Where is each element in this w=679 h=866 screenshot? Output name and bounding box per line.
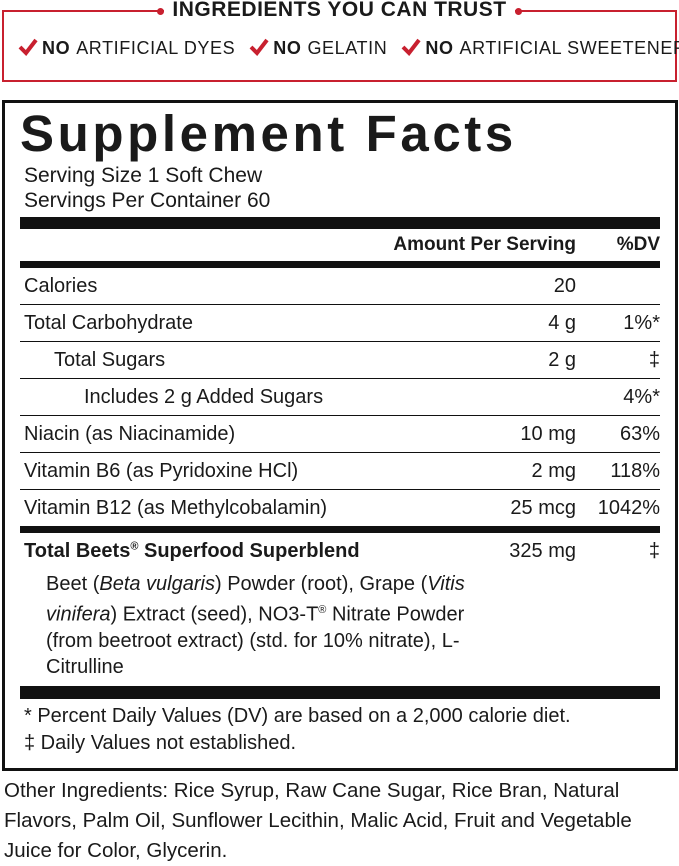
desc-italic: Vitis vinifera — [46, 573, 465, 626]
claim: NO ARTIFICIAL DYES — [18, 38, 235, 59]
claim-text: ARTIFICIAL DYES — [76, 38, 236, 58]
claim: NO ARTIFICIAL SWEETENERS — [401, 38, 679, 59]
desc-part: ) Extract (seed), NO3-T — [110, 603, 319, 626]
nutrient-row: Vitamin B6 (as Pyridoxine HCl) 2 mg 118% — [20, 453, 660, 490]
nutrient-row: Total Carbohydrate 4 g 1%* — [20, 305, 660, 342]
nutrient-name: Vitamin B6 (as Pyridoxine HCl) — [24, 459, 299, 482]
nutrient-row: Vitamin B12 (as Methylcobalamin) 25 mcg 10… — [20, 490, 660, 526]
rule-thick — [20, 217, 660, 229]
amount-header: Amount Per Serving — [393, 234, 576, 255]
registered-mark: ® — [318, 604, 327, 616]
dv: 118% — [610, 459, 660, 482]
trust-banner: INGREDIENTS YOU CAN TRUST NO ARTIFICIAL D… — [2, 0, 679, 82]
header-row: Amount Per Serving %DV — [20, 229, 660, 261]
nutrient-row: Includes 2 g Added Sugars 4%* — [20, 379, 660, 416]
servings-per-container: Servings Per Container 60 — [24, 189, 271, 212]
blend-description: Beet (Beta vulgaris) Powder (root), Grap… — [20, 569, 476, 686]
dv: 63% — [619, 422, 660, 445]
check-icon — [401, 38, 421, 57]
dot — [514, 8, 522, 16]
dot — [157, 8, 165, 16]
facts-panel: Supplement Facts Serving Size 1 Soft Che… — [2, 100, 678, 771]
amount: 4 g — [548, 311, 576, 334]
dv: ‡ — [648, 539, 660, 562]
nutrient-name: Total Sugars — [54, 348, 166, 371]
nutrient-row: Niacin (as Niacinamide) 10 mg 63% — [20, 416, 660, 453]
nutrient-name: Total Carbohydrate — [24, 311, 193, 334]
registered-mark: ® — [130, 539, 139, 552]
other-ingredients: Other Ingredients: Rice Syrup, Raw Cane … — [4, 779, 632, 862]
claim: NO GELATIN — [249, 38, 387, 59]
footnote: * Percent Daily Values (DV) are based on… — [24, 704, 571, 727]
nutrient-row: Total Sugars 2 g ‡ — [20, 342, 660, 379]
rule-thick — [20, 685, 660, 699]
banner-title: INGREDIENTS YOU CAN TRUST — [164, 0, 515, 21]
facts-title: Supplement Facts — [20, 105, 517, 162]
nutrient-name: Vitamin B12 (as Methylcobalamin) — [24, 496, 328, 519]
check-icon — [249, 38, 269, 57]
desc-part: Beet ( — [46, 573, 100, 595]
footnotes: * Percent Daily Values (DV) are based on… — [20, 699, 660, 757]
desc-part: Nitrate Powder (from beetroot extract) (… — [46, 603, 465, 678]
amount: 325 mg — [509, 539, 576, 562]
nutrient-row: Calories 20 — [20, 268, 660, 305]
nutrient-name: Includes 2 g Added Sugars — [84, 385, 324, 408]
blend-name-part: Total Beets — [24, 539, 131, 562]
dv-header: %DV — [616, 234, 660, 255]
amount: 2 mg — [531, 459, 576, 482]
nutrient-name: Niacin (as Niacinamide) — [24, 422, 236, 445]
dv: 4%* — [623, 385, 660, 408]
amount: 25 mcg — [510, 496, 576, 519]
claim-text: ARTIFICIAL SWEETENERS — [459, 38, 679, 58]
claim-bold: NO — [273, 38, 302, 58]
dv: ‡ — [648, 348, 660, 371]
dv: 1042% — [597, 496, 660, 519]
amount: 10 mg — [520, 422, 576, 445]
dv: 1%* — [623, 311, 660, 334]
rule-medium — [20, 526, 660, 533]
claim-bold: NO — [425, 38, 454, 58]
desc-part: ) Powder (root), Grape ( — [214, 573, 428, 595]
nutrient-name: Calories — [24, 274, 98, 297]
banner-title-wrap: INGREDIENTS YOU CAN TRUST — [4, 0, 675, 22]
claim-text: GELATIN — [307, 38, 388, 58]
blend-row: Total Beets® Superfood Superblend 325 mg ‡ — [20, 533, 660, 569]
footnote: ‡ Daily Values not established. — [24, 731, 297, 754]
desc-italic: Beta vulgaris — [99, 573, 215, 595]
check-icon — [18, 38, 38, 57]
facts-inner: Supplement Facts Serving Size 1 Soft Che… — [20, 103, 660, 757]
blend-name-part: Superfood Superblend — [138, 539, 360, 562]
amount: 2 g — [548, 348, 576, 371]
serving-size: Serving Size 1 Soft Chew — [24, 164, 263, 187]
blend-name: Total Beets® Superfood Superblend — [20, 540, 426, 563]
claim-bold: NO — [42, 38, 71, 58]
claims: NO ARTIFICIAL DYES NO GELATIN NO ARTIFICIAL… — [18, 38, 679, 59]
rule-medium — [20, 261, 660, 268]
amount: 20 — [553, 274, 576, 297]
